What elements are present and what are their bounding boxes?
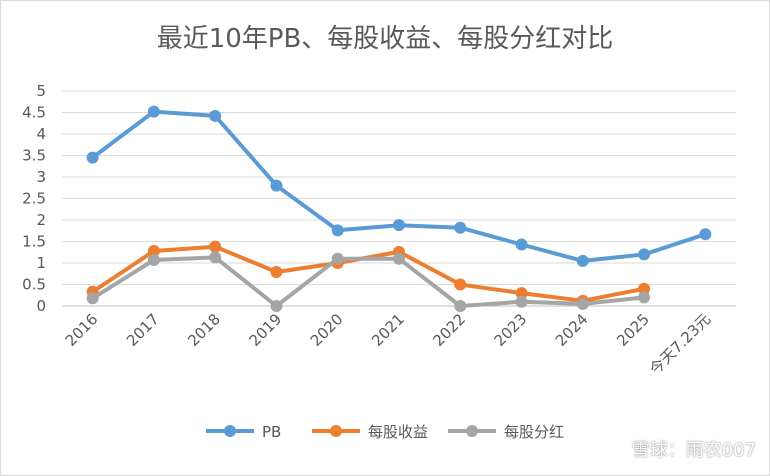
data-point: [270, 300, 283, 312]
data-point: [515, 295, 528, 308]
data-point: [147, 105, 160, 118]
data-point: [331, 252, 344, 265]
legend-label: 每股分红: [504, 423, 564, 441]
data-point: [638, 282, 651, 295]
legend-marker: [224, 425, 236, 437]
legend-entry-1: PB: [206, 423, 281, 441]
y-tick-label: 3.5: [22, 147, 46, 165]
data-point: [515, 287, 528, 300]
data-point: [209, 109, 222, 122]
y-tick-label: 2: [36, 211, 46, 229]
series-1: [86, 105, 712, 267]
data-point: [209, 251, 222, 264]
series-3: [86, 251, 651, 312]
x-tick-label: 2025: [613, 310, 653, 350]
data-point: [393, 219, 405, 232]
watermark: 雪球：雨农007: [631, 440, 756, 461]
y-tick-label: 1: [36, 254, 46, 272]
legend-entry-3: 每股分红: [448, 423, 564, 441]
series-line: [90, 255, 647, 308]
x-tick-label: 2017: [123, 310, 163, 350]
data-point: [270, 179, 283, 192]
y-tick-label: 0.5: [22, 276, 46, 294]
data-point: [638, 248, 651, 261]
x-tick-label: 2018: [184, 310, 224, 350]
legend-marker: [330, 425, 342, 437]
y-tick-label: 1.5: [22, 233, 46, 251]
y-tick-label: 4: [36, 125, 46, 143]
data-point: [147, 244, 160, 257]
data-point: [209, 240, 222, 253]
chart-title: 最近10年PB、每股收益、每股分红对比: [156, 24, 614, 54]
legend-label: PB: [262, 423, 281, 441]
data-point: [699, 228, 712, 241]
series-2: [86, 240, 651, 307]
x-tick-label: 2021: [368, 310, 408, 350]
legend-label: 每股收益: [368, 423, 428, 441]
data-point: [454, 221, 467, 234]
x-tick-label: 2019: [246, 310, 286, 350]
data-point: [393, 252, 405, 265]
x-tick-label: 2024: [552, 310, 592, 350]
data-point: [86, 151, 99, 164]
x-tick-label: 2022: [429, 310, 469, 350]
y-tick-label: 0: [36, 297, 46, 315]
y-tick-label: 3: [36, 168, 46, 186]
x-tick-label: 2023: [491, 310, 531, 350]
x-tick-label: 今天7.23元: [646, 310, 714, 378]
x-tick-label: 2016: [62, 310, 102, 350]
legend-marker: [466, 425, 478, 437]
data-point: [638, 291, 651, 304]
y-tick-label: 2.5: [22, 190, 46, 208]
data-point: [270, 266, 283, 279]
data-point: [576, 254, 589, 267]
y-tick-label: 4.5: [22, 104, 46, 122]
x-tick-label: 2020: [307, 310, 347, 350]
data-point: [515, 238, 528, 251]
y-tick-label: 5: [36, 82, 46, 100]
data-point: [454, 300, 467, 312]
data-point: [454, 278, 467, 291]
data-point: [331, 224, 344, 237]
legend-entry-2: 每股收益: [312, 423, 428, 441]
data-point: [576, 297, 589, 310]
data-point: [147, 253, 160, 266]
data-point: [86, 292, 99, 305]
